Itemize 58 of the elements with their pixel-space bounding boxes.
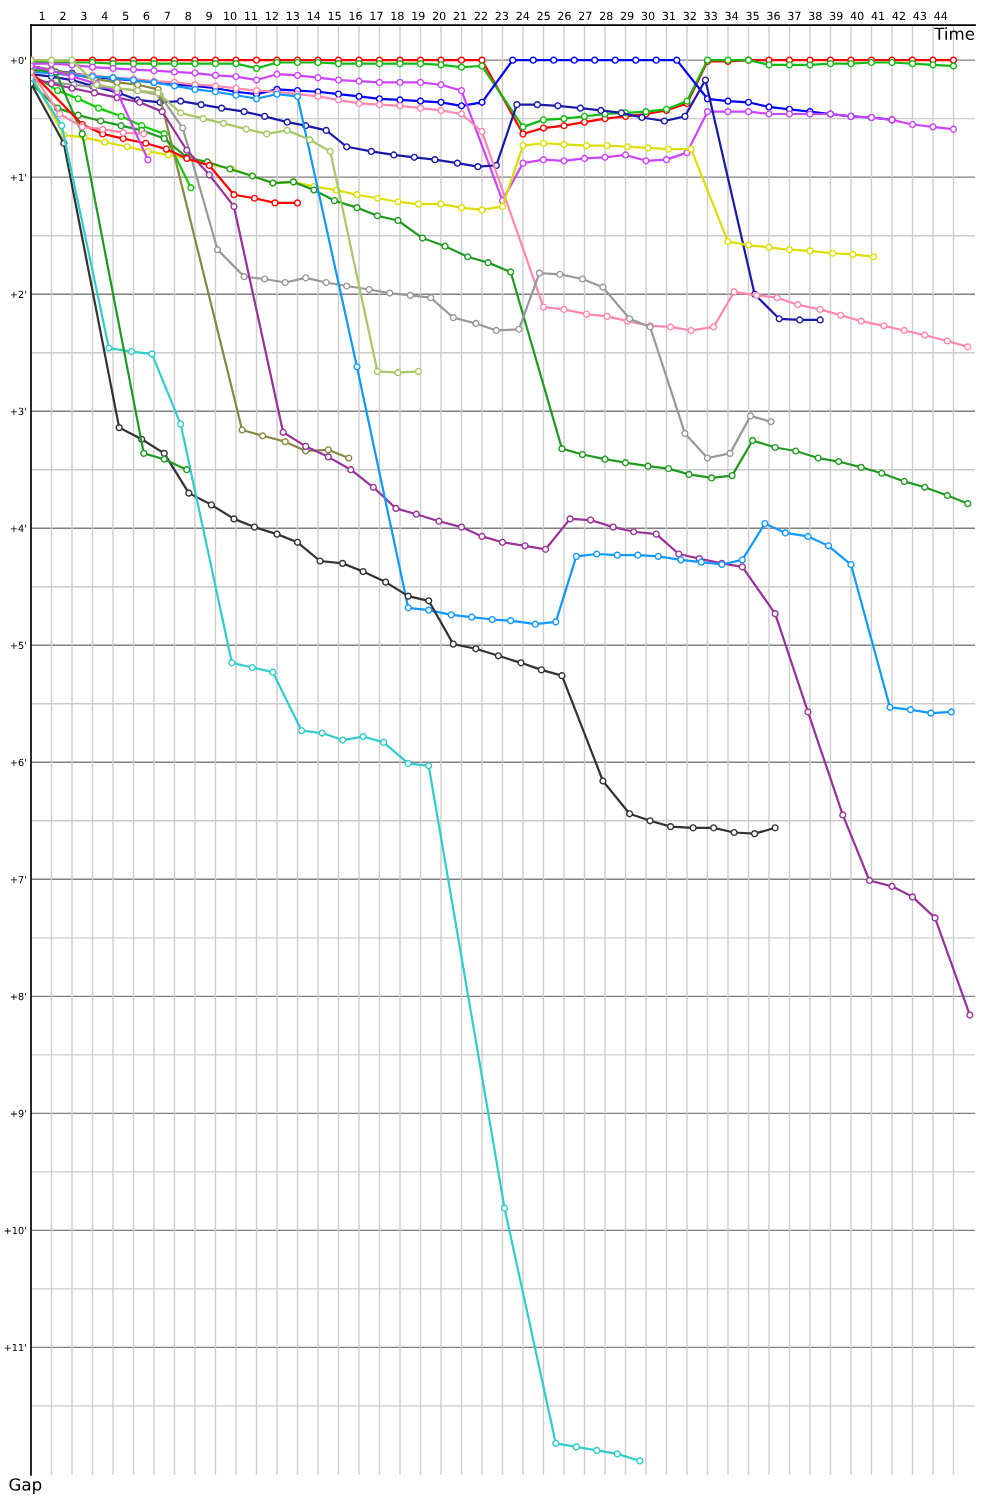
y-tick-label: +4' [10,524,26,532]
x-tick-label: 40 [850,11,864,21]
x-tick-label: 15 [328,11,341,21]
x-tick-label: 41 [871,11,885,20]
x-tick-label: 39 [830,11,843,21]
y-tick-label: +9' [10,1109,26,1118]
x-tick-label: 26 [558,11,571,21]
x-tick-label: 4 [101,11,108,20]
x-tick-label: 19 [412,11,425,21]
x-tick-label: 43 [913,11,927,21]
x-tick-label: 6 [143,11,150,21]
x-tick-label: 29 [620,11,634,21]
x-tick-label: 5 [123,11,129,21]
x-tick-label: 17 [370,11,383,20]
x-tick-label: 33 [704,11,717,21]
x-tick-label: 37 [788,11,801,21]
x-tick-label: 18 [391,11,404,21]
x-axis-title: Time [934,27,975,41]
x-tick-label: 28 [599,11,613,21]
x-tick-label: 2 [60,11,66,20]
y-tick-label: +1' [10,173,26,181]
x-tick-label: 7 [164,11,170,20]
y-tick-label: +8' [10,992,26,1001]
y-tick-label: +7' [10,875,26,883]
x-tick-label: 14 [307,11,321,20]
x-tick-label: 11 [245,11,257,20]
x-tick-label: 24 [516,11,530,20]
x-tick-label: 8 [185,11,192,21]
x-tick-label: 9 [206,11,212,21]
x-tick-label: 25 [537,11,550,21]
x-tick-label: 22 [474,11,487,20]
x-tick-label: 36 [767,11,780,21]
x-tick-label: 42 [892,11,905,20]
x-tick-label: 32 [683,11,696,21]
x-tick-label: 44 [934,11,948,20]
x-tick-label: 35 [746,11,759,21]
x-tick-label: 1 [39,11,45,20]
y-tick-label: +3' [10,407,26,416]
x-tick-label: 23 [495,11,509,21]
x-tick-label: 13 [286,11,299,21]
x-tick-label: 34 [725,11,739,21]
x-tick-label: 20 [432,11,446,21]
x-tick-label: 12 [266,11,278,20]
x-tick-label: 21 [453,11,467,20]
x-tick-label: 27 [579,11,592,20]
y-tick-label: +6' [10,758,26,767]
y-tick-label: +5' [10,641,26,650]
x-tick-label: 31 [662,11,675,21]
x-tick-label: 3 [81,11,87,21]
x-tick-label: 10 [224,11,237,21]
x-tick-label: 16 [349,11,362,21]
y-tick-label: +2' [10,290,26,298]
x-tick-label: 38 [809,11,822,21]
y-tick-label: +0' [10,56,26,64]
y-tick-label: +10' [4,1226,26,1235]
y-axis-title: Gap [9,1478,42,1494]
x-tick-label: 30 [641,11,655,21]
y-tick-label: +11' [4,1344,26,1352]
